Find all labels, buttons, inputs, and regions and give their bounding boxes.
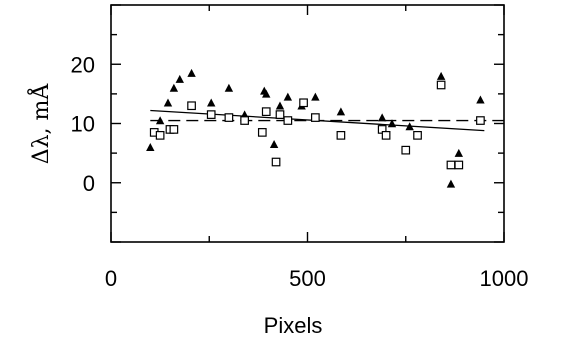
triangle-point bbox=[437, 72, 445, 80]
square-point bbox=[414, 132, 422, 140]
square-point bbox=[337, 132, 345, 140]
x-tick-label: 500 bbox=[289, 266, 326, 291]
square-point bbox=[207, 111, 215, 119]
triangle-point bbox=[146, 143, 154, 151]
y-tick-label: 0 bbox=[83, 171, 95, 196]
square-point bbox=[477, 117, 485, 125]
y-axis-label: Δλ, mÅ bbox=[26, 83, 54, 165]
triangle-point bbox=[176, 75, 184, 83]
triangle-point bbox=[378, 113, 386, 121]
plot-frame bbox=[111, 5, 504, 242]
triangle-point bbox=[207, 99, 215, 107]
square-point bbox=[262, 108, 270, 116]
x-tick-label: 0 bbox=[105, 266, 117, 291]
square-point bbox=[225, 114, 233, 122]
triangle-point bbox=[270, 140, 278, 148]
square-point bbox=[447, 161, 455, 169]
y-tick-label: 20 bbox=[71, 52, 95, 77]
triangle-point bbox=[187, 69, 195, 77]
square-point bbox=[300, 99, 308, 107]
square-point bbox=[259, 129, 267, 137]
triangle-point bbox=[225, 84, 233, 92]
triangle-point bbox=[447, 180, 455, 188]
triangle-point bbox=[337, 107, 345, 115]
triangle-point bbox=[170, 84, 178, 92]
square-point bbox=[402, 146, 410, 154]
y-tick-label: 10 bbox=[71, 112, 95, 137]
triangle-point bbox=[311, 93, 319, 101]
triangle-point bbox=[455, 149, 463, 157]
square-point bbox=[272, 158, 280, 166]
square-point bbox=[284, 117, 292, 125]
triangle-point bbox=[276, 101, 284, 109]
triangle-point bbox=[284, 93, 292, 101]
square-point bbox=[156, 132, 164, 140]
square-point bbox=[455, 161, 463, 169]
square-point bbox=[188, 102, 196, 110]
plot-area: 0 10 20 0 500 1000 bbox=[71, 5, 529, 291]
square-point bbox=[312, 114, 320, 122]
x-tick-label: 1000 bbox=[480, 266, 529, 291]
square-point bbox=[382, 132, 390, 140]
x-axis-label: Pixels bbox=[264, 313, 323, 338]
square-point bbox=[241, 117, 249, 125]
triangle-point bbox=[476, 96, 484, 104]
triangle-point bbox=[164, 99, 172, 107]
square-point bbox=[437, 81, 445, 89]
square-point bbox=[276, 111, 284, 119]
square-point bbox=[170, 126, 178, 134]
